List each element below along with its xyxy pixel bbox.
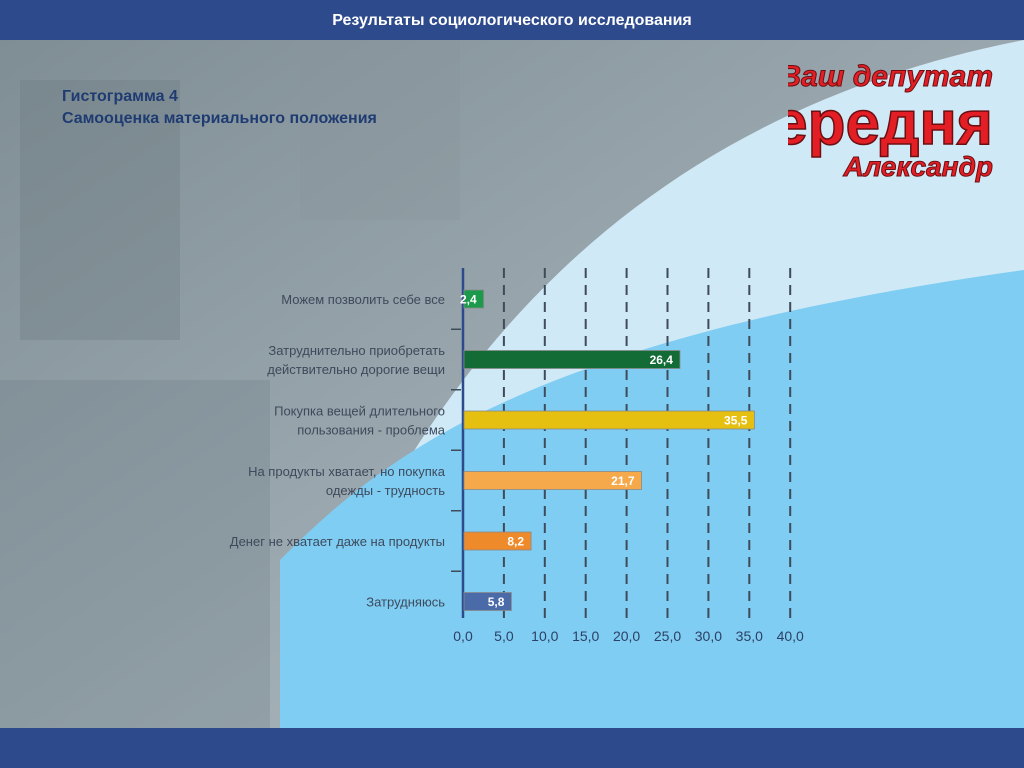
category-label: Затруднительно приобретать bbox=[268, 343, 445, 358]
x-tick-label: 35,0 bbox=[736, 628, 763, 644]
logo-line1: Ваш депутат bbox=[788, 60, 993, 93]
data-label: 26,4 bbox=[650, 353, 674, 367]
category-label: пользования - проблема bbox=[297, 423, 446, 438]
data-label: 5,8 bbox=[488, 595, 505, 609]
data-label: 8,2 bbox=[507, 535, 524, 549]
logo-line3: Александр bbox=[842, 151, 993, 182]
bar bbox=[463, 350, 681, 369]
x-tick-label: 0,0 bbox=[453, 628, 473, 644]
data-label: 21,7 bbox=[611, 474, 635, 488]
category-label: Денег не хватает даже на продукты bbox=[230, 534, 445, 549]
category-label: На продукты хватает, но покупка bbox=[248, 464, 446, 479]
x-tick-label: 40,0 bbox=[777, 628, 804, 644]
category-label: одежды - трудность bbox=[326, 483, 445, 498]
bar bbox=[463, 410, 755, 430]
x-tick-label: 20,0 bbox=[613, 628, 640, 644]
category-label: действительно дорогие вещи bbox=[267, 362, 445, 377]
deputy-logo: Ваш депутат Передня Александр bbox=[788, 60, 994, 183]
logo-line2: Передня bbox=[788, 89, 993, 158]
slide-title-line1: Гистограмма 4 bbox=[62, 88, 178, 105]
category-label: Затрудняюсь bbox=[366, 595, 445, 610]
header-title: Результаты социологического исследования bbox=[332, 12, 692, 29]
bar bbox=[463, 471, 642, 490]
slide-title: Гистограмма 4 Самооценка материального п… bbox=[62, 86, 377, 130]
bar bbox=[463, 531, 532, 551]
category-label: Покупка вещей длительного bbox=[274, 404, 445, 419]
background-art bbox=[0, 40, 1024, 728]
slide-footer bbox=[0, 728, 1024, 768]
background-wave-mid bbox=[280, 270, 1024, 728]
slide-title-line2: Самооценка материального положения bbox=[62, 110, 377, 127]
bar bbox=[463, 592, 512, 611]
bar bbox=[463, 289, 485, 309]
x-tick-label: 10,0 bbox=[531, 628, 558, 644]
data-label: 2,4 bbox=[460, 293, 477, 307]
x-tick-label: 15,0 bbox=[572, 628, 599, 644]
x-tick-label: 5,0 bbox=[494, 628, 514, 644]
x-tick-label: 30,0 bbox=[695, 628, 722, 644]
slide-header: Результаты социологического исследования bbox=[0, 0, 1024, 40]
x-tick-label: 25,0 bbox=[654, 628, 681, 644]
category-label: Можем позволить себе все bbox=[281, 292, 445, 307]
data-label: 35,5 bbox=[724, 414, 748, 428]
